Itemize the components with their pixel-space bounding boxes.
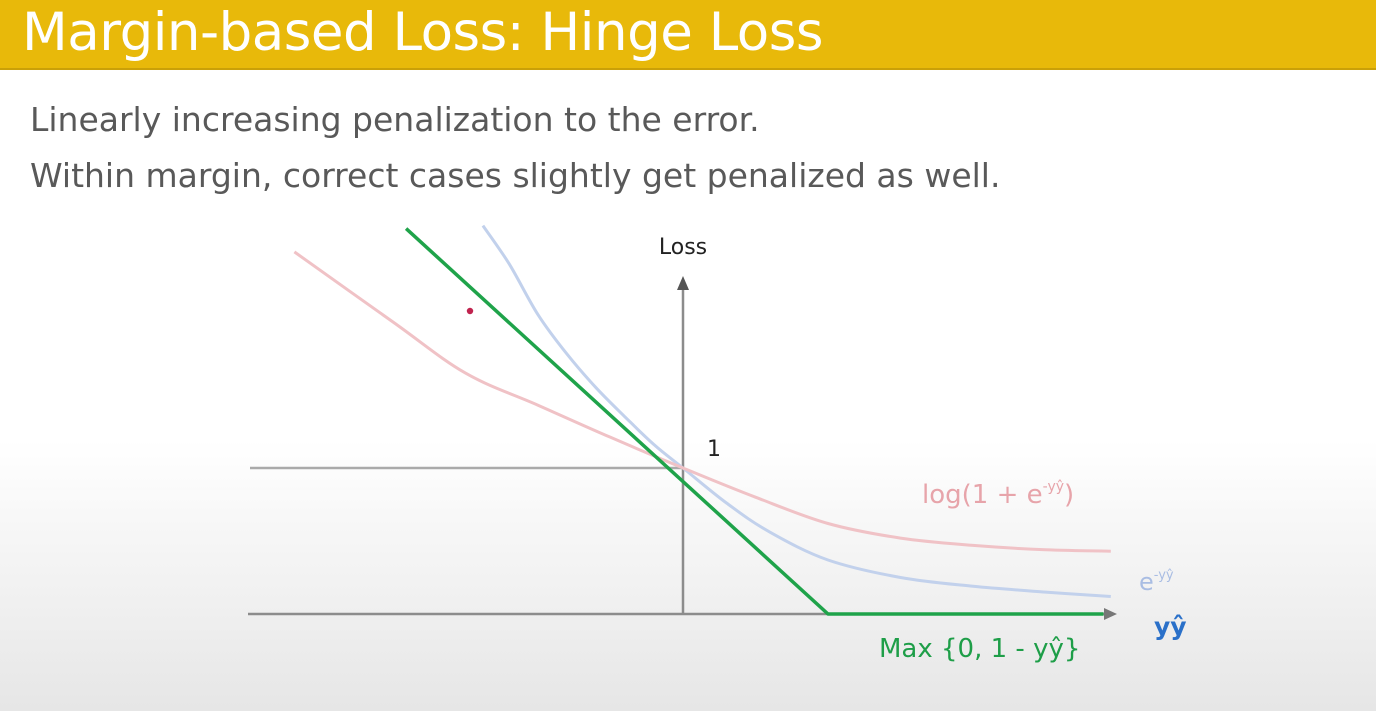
x-axis-arrow-icon [1104, 608, 1117, 620]
y-axis-label: Loss [659, 235, 707, 260]
exponential-loss-curve [481, 224, 1111, 598]
hinge-loss-label: Max {0, 1 - yŷ} [879, 634, 1080, 664]
logistic-loss-label: log(1 + e-yŷ) [922, 479, 1074, 510]
exponential-loss-label: e-yŷ [1139, 568, 1174, 596]
title-bar: Margin-based Loss: Hinge Loss [0, 0, 1376, 70]
y-tick-label-one: 1 [707, 437, 721, 462]
x-axis-label: yŷ [1154, 612, 1187, 641]
logistic-loss-curve [293, 250, 1111, 553]
labels-layer: Loss 1 yŷ log(1 + e-yŷ) e-yŷ Max {0, 1 - yŷ} [659, 235, 1187, 664]
curves-layer [293, 224, 1111, 616]
axes-layer [248, 276, 1117, 620]
hinge-loss-line [404, 227, 1104, 616]
marker-dot [466, 307, 474, 315]
bullet-text-2: Within margin, correct cases slightly ge… [30, 156, 1001, 195]
y-axis-arrow-icon [677, 276, 689, 290]
bullet-text-1: Linearly increasing penalization to the … [30, 100, 760, 139]
slide-title: Margin-based Loss: Hinge Loss [22, 2, 823, 63]
